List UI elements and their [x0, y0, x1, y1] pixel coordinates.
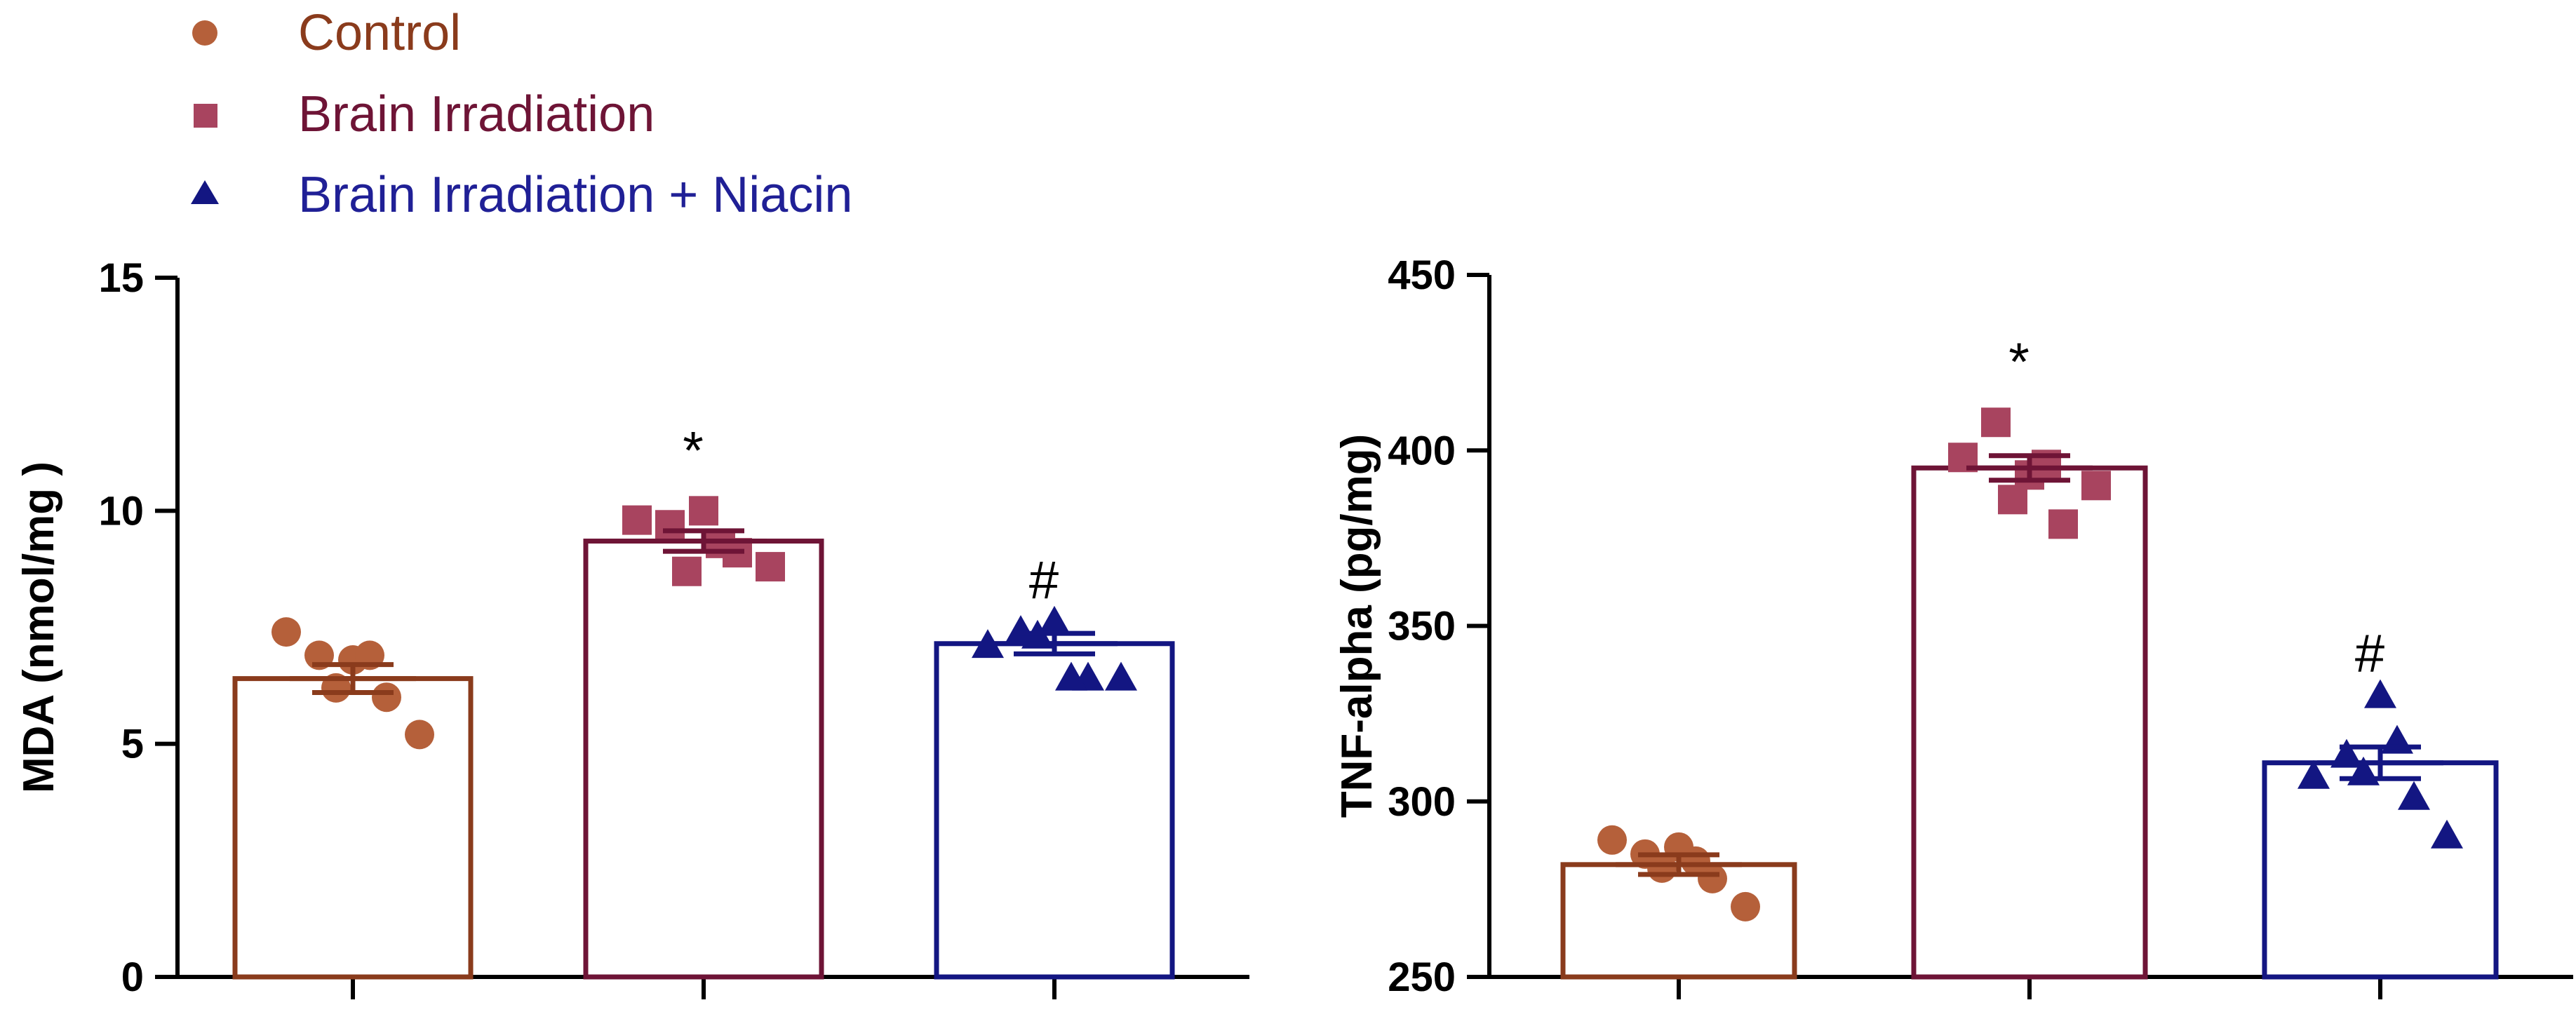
- significance-brain-irradiation: *: [683, 421, 704, 480]
- legend-label-brain-irradiation-niacin: Brain Irradiation + Niacin: [298, 167, 852, 223]
- data-point-brain-irradiation: [672, 556, 702, 586]
- data-point-control: [405, 720, 434, 750]
- legend-marker-brain-irradiation: [194, 104, 217, 128]
- data-point-brain-irradiation-niacin: [2431, 819, 2463, 849]
- data-point-brain-irradiation: [2048, 509, 2078, 539]
- chart-mda: 0 5 10 15 MDA (nmol/mg ) * #: [15, 255, 1249, 1000]
- data-point-brain-irradiation-niacin: [1038, 605, 1071, 635]
- legend-label-control: Control: [298, 5, 461, 61]
- y-tick-label: 350: [1388, 604, 1456, 649]
- data-point-brain-irradiation-niacin: [2297, 760, 2330, 789]
- legend-item-control: Control: [192, 5, 461, 61]
- bar-brain-irradiation: [1911, 465, 2148, 980]
- data-point-control: [271, 617, 301, 647]
- y-tick-label: 400: [1388, 428, 1456, 473]
- data-point-brain-irradiation: [756, 552, 785, 582]
- significance-brain-irradiation-niacin: #: [1029, 551, 1059, 610]
- data-point-brain-irradiation: [622, 505, 652, 535]
- data-point-control: [372, 682, 401, 713]
- legend-item-brain-irradiation: Brain Irradiation: [194, 86, 655, 142]
- data-point-brain-irradiation-niacin: [1105, 661, 1137, 691]
- y-tick-label: 15: [98, 255, 144, 301]
- y-tick-label: 0: [121, 954, 144, 1000]
- chart-tnf-alpha: 250 300 350 400 450 TNF-alpha (pg/mg) * #: [1333, 252, 2573, 1000]
- bar-brain-irradiation: [583, 539, 824, 980]
- y-tick-label: 450: [1388, 252, 1456, 298]
- data-point-control: [1597, 825, 1627, 855]
- data-point-brain-irradiation: [1998, 485, 2027, 515]
- y-axis-title: MDA (nmol/mg ): [15, 461, 63, 793]
- significance-brain-irradiation-niacin: #: [2355, 624, 2384, 684]
- data-point-brain-irradiation-niacin: [2364, 679, 2396, 708]
- data-point-brain-irradiation-niacin: [1055, 661, 1087, 691]
- legend: Control Brain Irradiation Brain Irradiat…: [191, 5, 852, 223]
- data-point-control: [1681, 846, 1710, 876]
- significance-brain-irradiation: *: [2008, 332, 2030, 392]
- legend-label-brain-irradiation: Brain Irradiation: [298, 86, 655, 142]
- y-axis-title: TNF-alpha (pg/mg): [1333, 434, 1381, 818]
- data-point-brain-irradiation-niacin: [972, 629, 1004, 659]
- legend-item-brain-irradiation-niacin: Brain Irradiation + Niacin: [191, 167, 852, 223]
- bar-brain-irradiation-niacin: [2262, 760, 2499, 980]
- y-tick-label: 300: [1388, 779, 1456, 825]
- bar-control: [1560, 862, 1797, 980]
- y-tick-label: 5: [121, 722, 144, 767]
- data-point-brain-irradiation: [655, 510, 685, 540]
- data-point-brain-irradiation: [2081, 471, 2111, 501]
- legend-marker-control: [192, 20, 217, 46]
- legend-marker-brain-irradiation-niacin: [191, 180, 219, 204]
- data-point-brain-irradiation-niacin: [2398, 781, 2430, 810]
- y-tick-label: 250: [1388, 954, 1456, 1000]
- data-point-control: [1647, 853, 1677, 883]
- data-point-control: [1731, 891, 1760, 922]
- bar-brain-irradiation-niacin: [934, 641, 1175, 980]
- data-point-brain-irradiation: [689, 496, 718, 526]
- y-tick-label: 10: [98, 488, 144, 534]
- bar-control: [232, 676, 474, 980]
- data-point-brain-irradiation: [1981, 407, 2011, 438]
